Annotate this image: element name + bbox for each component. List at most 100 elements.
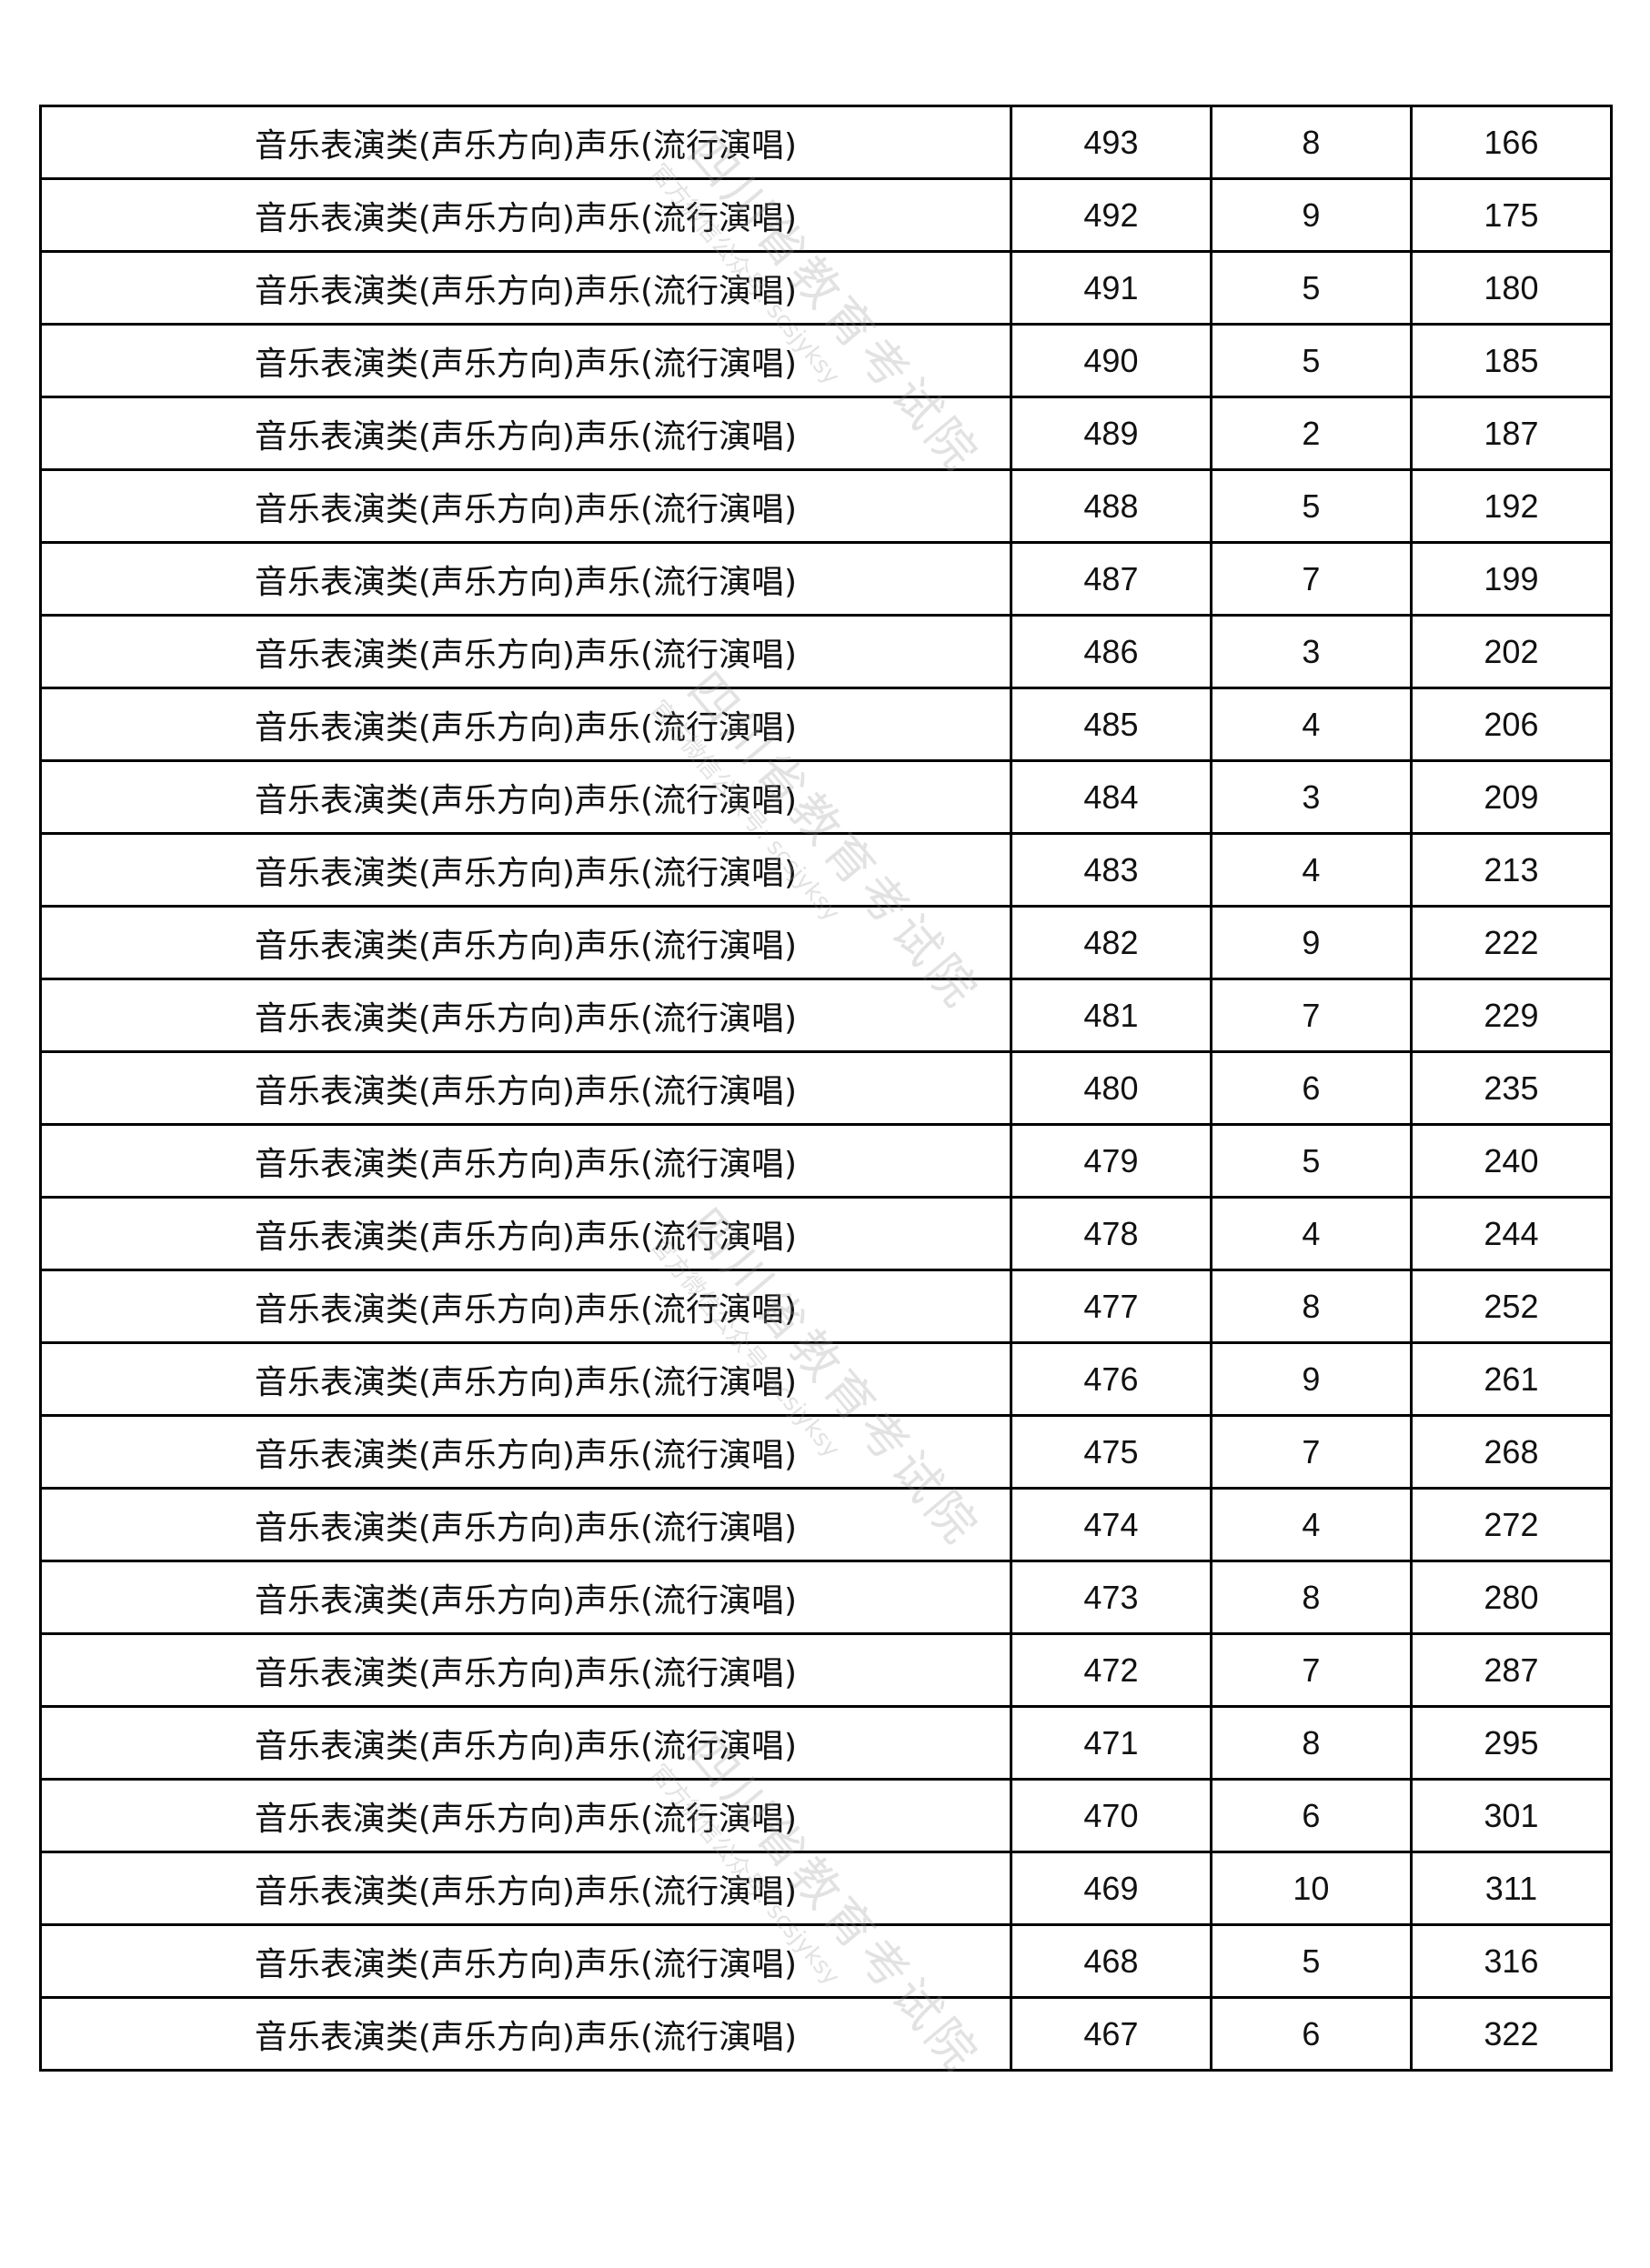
table-row: 音乐表演类(声乐方向)声乐(流行演唱) 475 7 268 — [39, 1414, 1614, 1490]
table-row: 音乐表演类(声乐方向)声乐(流行演唱) 486 3 202 — [39, 614, 1614, 689]
count-cell: 4 — [1209, 1196, 1413, 1271]
major-cell: 音乐表演类(声乐方向)声乐(流行演唱) — [39, 468, 1012, 544]
count-cell: 5 — [1209, 1123, 1413, 1199]
major-cell: 音乐表演类(声乐方向)声乐(流行演唱) — [39, 1560, 1012, 1635]
major-cell: 音乐表演类(声乐方向)声乐(流行演唱) — [39, 1487, 1012, 1562]
table-row: 音乐表演类(声乐方向)声乐(流行演唱) 470 6 301 — [39, 1778, 1614, 1853]
table-row: 音乐表演类(声乐方向)声乐(流行演唱) 481 7 229 — [39, 978, 1614, 1053]
cumulative-cell: 235 — [1409, 1050, 1614, 1126]
table-row: 音乐表演类(声乐方向)声乐(流行演唱) 474 4 272 — [39, 1487, 1614, 1562]
major-cell: 音乐表演类(声乐方向)声乐(流行演唱) — [39, 905, 1012, 980]
major-cell: 音乐表演类(声乐方向)声乐(流行演唱) — [39, 541, 1012, 617]
table-row: 音乐表演类(声乐方向)声乐(流行演唱) 485 4 206 — [39, 687, 1614, 762]
table-row: 音乐表演类(声乐方向)声乐(流行演唱) 476 9 261 — [39, 1341, 1614, 1417]
count-cell: 2 — [1209, 396, 1413, 471]
cumulative-cell: 316 — [1409, 1923, 1614, 1999]
score-cell: 477 — [1009, 1269, 1212, 1344]
table-row: 音乐表演类(声乐方向)声乐(流行演唱) 483 4 213 — [39, 832, 1614, 908]
table-row: 音乐表演类(声乐方向)声乐(流行演唱) 488 5 192 — [39, 468, 1614, 544]
cumulative-cell: 209 — [1409, 759, 1614, 835]
count-cell: 4 — [1209, 832, 1413, 908]
major-cell: 音乐表演类(声乐方向)声乐(流行演唱) — [39, 1923, 1012, 1999]
major-cell: 音乐表演类(声乐方向)声乐(流行演唱) — [39, 1705, 1012, 1781]
count-cell: 9 — [1209, 177, 1413, 253]
count-cell: 5 — [1209, 250, 1413, 326]
score-cell: 488 — [1009, 468, 1212, 544]
cumulative-cell: 240 — [1409, 1123, 1614, 1199]
major-cell: 音乐表演类(声乐方向)声乐(流行演唱) — [39, 832, 1012, 908]
cumulative-cell: 199 — [1409, 541, 1614, 617]
table-row: 音乐表演类(声乐方向)声乐(流行演唱) 489 2 187 — [39, 396, 1614, 471]
cumulative-cell: 301 — [1409, 1778, 1614, 1853]
score-cell: 478 — [1009, 1196, 1212, 1271]
table-row: 音乐表演类(声乐方向)声乐(流行演唱) 492 9 175 — [39, 177, 1614, 253]
cumulative-cell: 206 — [1409, 687, 1614, 762]
count-cell: 6 — [1209, 1996, 1413, 2072]
score-cell: 476 — [1009, 1341, 1212, 1417]
score-cell: 468 — [1009, 1923, 1212, 1999]
score-cell: 472 — [1009, 1632, 1212, 1708]
major-cell: 音乐表演类(声乐方向)声乐(流行演唱) — [39, 1269, 1012, 1344]
cumulative-cell: 272 — [1409, 1487, 1614, 1562]
major-cell: 音乐表演类(声乐方向)声乐(流行演唱) — [39, 1632, 1012, 1708]
score-cell: 475 — [1009, 1414, 1212, 1490]
cumulative-cell: 261 — [1409, 1341, 1614, 1417]
cumulative-cell: 187 — [1409, 396, 1614, 471]
major-cell: 音乐表演类(声乐方向)声乐(流行演唱) — [39, 1196, 1012, 1271]
count-cell: 10 — [1209, 1851, 1413, 1926]
score-cell: 480 — [1009, 1050, 1212, 1126]
count-cell: 7 — [1209, 1632, 1413, 1708]
count-cell: 6 — [1209, 1778, 1413, 1853]
major-cell: 音乐表演类(声乐方向)声乐(流行演唱) — [39, 1414, 1012, 1490]
count-cell: 8 — [1209, 1560, 1413, 1635]
major-cell: 音乐表演类(声乐方向)声乐(流行演唱) — [39, 105, 1012, 180]
score-cell: 471 — [1009, 1705, 1212, 1781]
cumulative-cell: 287 — [1409, 1632, 1614, 1708]
table-row: 音乐表演类(声乐方向)声乐(流行演唱) 490 5 185 — [39, 323, 1614, 398]
count-cell: 5 — [1209, 468, 1413, 544]
cumulative-cell: 185 — [1409, 323, 1614, 398]
major-cell: 音乐表演类(声乐方向)声乐(流行演唱) — [39, 759, 1012, 835]
cumulative-cell: 166 — [1409, 105, 1614, 180]
count-cell: 5 — [1209, 1923, 1413, 1999]
cumulative-cell: 222 — [1409, 905, 1614, 980]
table-row: 音乐表演类(声乐方向)声乐(流行演唱) 493 8 166 — [39, 105, 1614, 180]
table-row: 音乐表演类(声乐方向)声乐(流行演唱) 477 8 252 — [39, 1269, 1614, 1344]
score-cell: 482 — [1009, 905, 1212, 980]
major-cell: 音乐表演类(声乐方向)声乐(流行演唱) — [39, 396, 1012, 471]
score-cell: 487 — [1009, 541, 1212, 617]
count-cell: 4 — [1209, 687, 1413, 762]
cumulative-cell: 268 — [1409, 1414, 1614, 1490]
cumulative-cell: 229 — [1409, 978, 1614, 1053]
cumulative-cell: 322 — [1409, 1996, 1614, 2072]
score-cell: 467 — [1009, 1996, 1212, 2072]
count-cell: 9 — [1209, 905, 1413, 980]
count-cell: 5 — [1209, 323, 1413, 398]
major-cell: 音乐表演类(声乐方向)声乐(流行演唱) — [39, 1996, 1012, 2072]
table-row: 音乐表演类(声乐方向)声乐(流行演唱) 468 5 316 — [39, 1923, 1614, 1999]
table-row: 音乐表演类(声乐方向)声乐(流行演唱) 471 8 295 — [39, 1705, 1614, 1781]
table-row: 音乐表演类(声乐方向)声乐(流行演唱) 469 10 311 — [39, 1851, 1614, 1926]
score-cell: 470 — [1009, 1778, 1212, 1853]
major-cell: 音乐表演类(声乐方向)声乐(流行演唱) — [39, 1050, 1012, 1126]
score-cell: 481 — [1009, 978, 1212, 1053]
score-cell: 490 — [1009, 323, 1212, 398]
cumulative-cell: 202 — [1409, 614, 1614, 689]
cumulative-cell: 280 — [1409, 1560, 1614, 1635]
major-cell: 音乐表演类(声乐方向)声乐(流行演唱) — [39, 1851, 1012, 1926]
major-cell: 音乐表演类(声乐方向)声乐(流行演唱) — [39, 614, 1012, 689]
table-row: 音乐表演类(声乐方向)声乐(流行演唱) 487 7 199 — [39, 541, 1614, 617]
score-cell: 483 — [1009, 832, 1212, 908]
count-cell: 7 — [1209, 541, 1413, 617]
count-cell: 7 — [1209, 1414, 1413, 1490]
score-cell: 489 — [1009, 396, 1212, 471]
cumulative-cell: 244 — [1409, 1196, 1614, 1271]
count-cell: 8 — [1209, 1269, 1413, 1344]
major-cell: 音乐表演类(声乐方向)声乐(流行演唱) — [39, 323, 1012, 398]
table-row: 音乐表演类(声乐方向)声乐(流行演唱) 480 6 235 — [39, 1050, 1614, 1126]
score-cell: 484 — [1009, 759, 1212, 835]
table-row: 音乐表演类(声乐方向)声乐(流行演唱) 484 3 209 — [39, 759, 1614, 835]
count-cell: 4 — [1209, 1487, 1413, 1562]
cumulative-cell: 180 — [1409, 250, 1614, 326]
score-cell: 479 — [1009, 1123, 1212, 1199]
